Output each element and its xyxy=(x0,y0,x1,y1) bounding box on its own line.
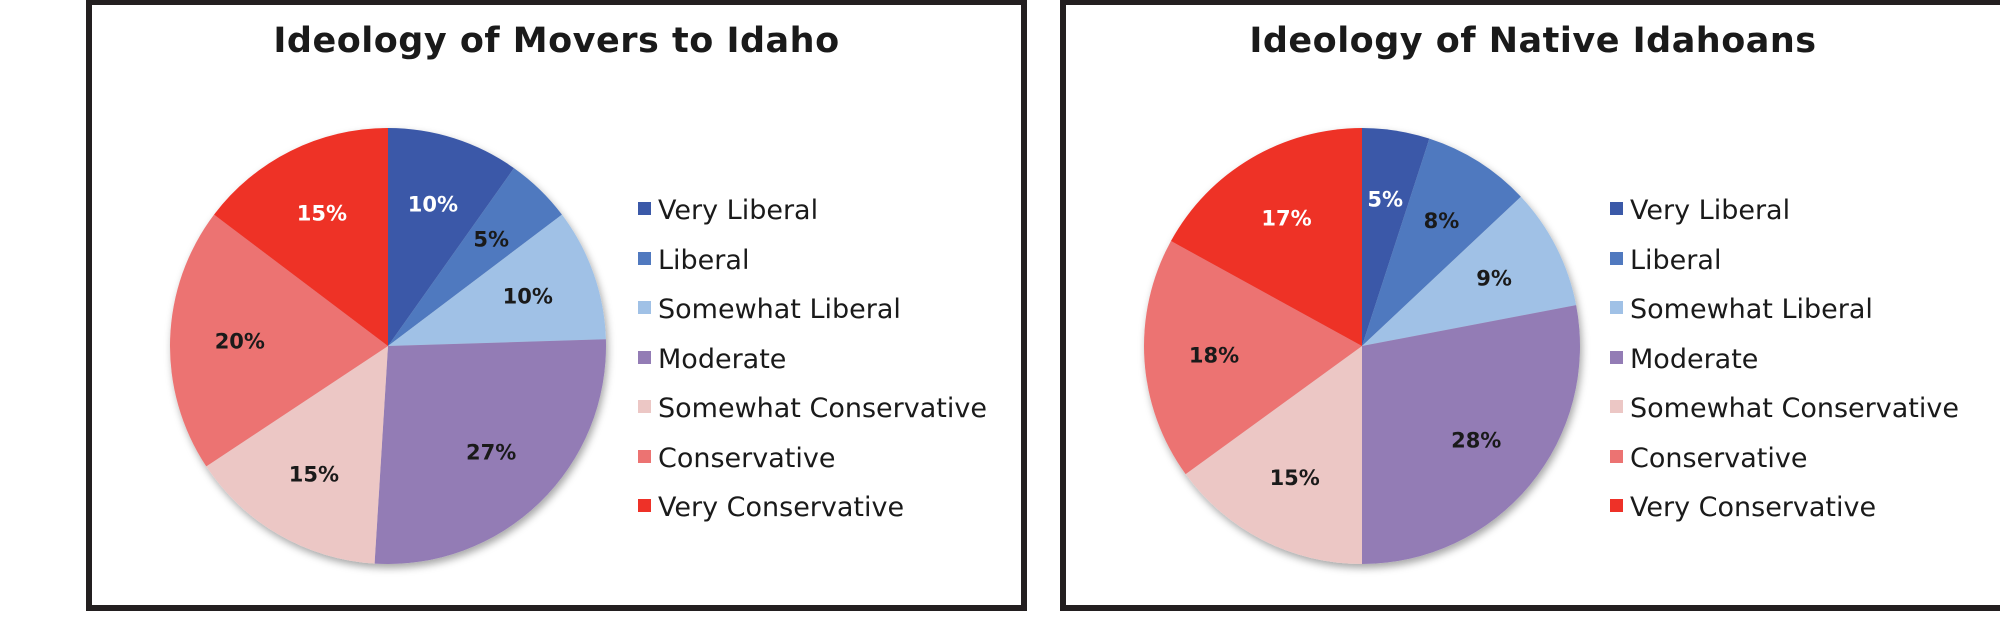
pie-slice-conservative xyxy=(170,214,388,467)
legend-swatch-very-liberal xyxy=(1610,202,1623,215)
legend-swatch-liberal xyxy=(638,251,651,265)
chart-title: Ideology of Movers to Idaho xyxy=(273,21,840,61)
legend-swatch-somewhat-liberal xyxy=(1610,301,1623,314)
legend-swatch-very-conservative xyxy=(1610,499,1623,512)
slice-label-very-liberal: 10% xyxy=(408,193,458,217)
slice-label-conservative: 18% xyxy=(1189,343,1239,367)
slice-label-somewhat-liberal: 9% xyxy=(1476,267,1512,291)
legend-label: Liberal xyxy=(658,244,750,276)
legend-swatch-somewhat-liberal xyxy=(638,301,651,314)
chart-panel-natives: Ideology of Native Idahoans 5% 8% 9% 28% 15%… xyxy=(1060,0,2000,611)
legend-label: Conservative xyxy=(1630,442,1808,474)
slice-label-moderate: 27% xyxy=(466,440,516,464)
legend-swatch-conservative xyxy=(638,449,651,463)
slice-label-very-conservative: 17% xyxy=(1261,206,1311,230)
legend-swatch-somewhat-conservative xyxy=(1610,400,1623,413)
slice-label-very-conservative: 15% xyxy=(297,201,347,225)
slice-label-somewhat-liberal: 10% xyxy=(503,285,553,309)
pie-chart-movers: 10% 5% 10% 27% 15% 20% 15% xyxy=(170,128,606,564)
pie-slice-conservative xyxy=(1144,240,1362,475)
pie-slice-very-liberal xyxy=(1362,128,1430,346)
pie-slice-very-conservative xyxy=(214,128,388,346)
pie-slice-liberal xyxy=(388,168,562,346)
legend-label: Somewhat Liberal xyxy=(1630,294,1873,325)
pie-slice-somewhat-liberal xyxy=(1362,196,1577,346)
legend-swatch-conservative xyxy=(1610,449,1623,463)
legend-label: Somewhat Conservative xyxy=(658,393,987,424)
legend-swatch-moderate xyxy=(638,350,651,364)
slice-label-liberal: 5% xyxy=(473,228,509,252)
slice-label-conservative: 20% xyxy=(215,329,265,353)
legend-swatch-moderate xyxy=(1610,350,1623,364)
pie-slice-liberal xyxy=(1362,138,1521,346)
legend-label: Very Conservative xyxy=(1630,492,1877,523)
legend-label: Liberal xyxy=(1630,244,1722,276)
slice-label-very-liberal: 5% xyxy=(1367,188,1403,212)
pie-slice-very-conservative xyxy=(1170,128,1362,346)
legend-swatch-very-liberal xyxy=(638,202,651,215)
legend-label: Very Conservative xyxy=(658,492,905,523)
slice-label-liberal: 8% xyxy=(1424,209,1460,233)
legend-label: Somewhat Liberal xyxy=(658,294,901,325)
legend-label: Conservative xyxy=(658,442,836,474)
pie-slice-somewhat-liberal xyxy=(388,214,606,346)
pie-slice-somewhat-conservative xyxy=(1185,346,1362,564)
legend-swatch-liberal xyxy=(1610,251,1623,265)
legend-label: Very Liberal xyxy=(658,195,819,226)
slice-label-moderate: 28% xyxy=(1451,428,1501,452)
chart-panel-movers: Ideology of Movers to Idaho 10% 5% 10% 27% 1… xyxy=(86,0,1027,611)
legend-label: Very Liberal xyxy=(1630,195,1791,226)
pie-slice-very-liberal xyxy=(388,128,514,346)
pie-slice-moderate xyxy=(1362,305,1580,564)
slice-label-somewhat-conservative: 15% xyxy=(1270,466,1320,490)
legend-label: Moderate xyxy=(658,343,787,375)
chart-title: Ideology of Native Idahoans xyxy=(1249,21,1817,61)
slice-label-somewhat-conservative: 15% xyxy=(289,462,339,486)
pie-chart-natives: 5% 8% 9% 28% 15% 18% 17% xyxy=(1144,128,1580,564)
pie-slice-somewhat-conservative xyxy=(206,346,388,564)
pie-slice-moderate xyxy=(374,339,606,564)
legend-swatch-somewhat-conservative xyxy=(638,400,651,413)
legend-label: Moderate xyxy=(1630,343,1759,375)
legend-swatch-very-conservative xyxy=(638,499,651,512)
legend-label: Somewhat Conservative xyxy=(1630,393,1959,424)
